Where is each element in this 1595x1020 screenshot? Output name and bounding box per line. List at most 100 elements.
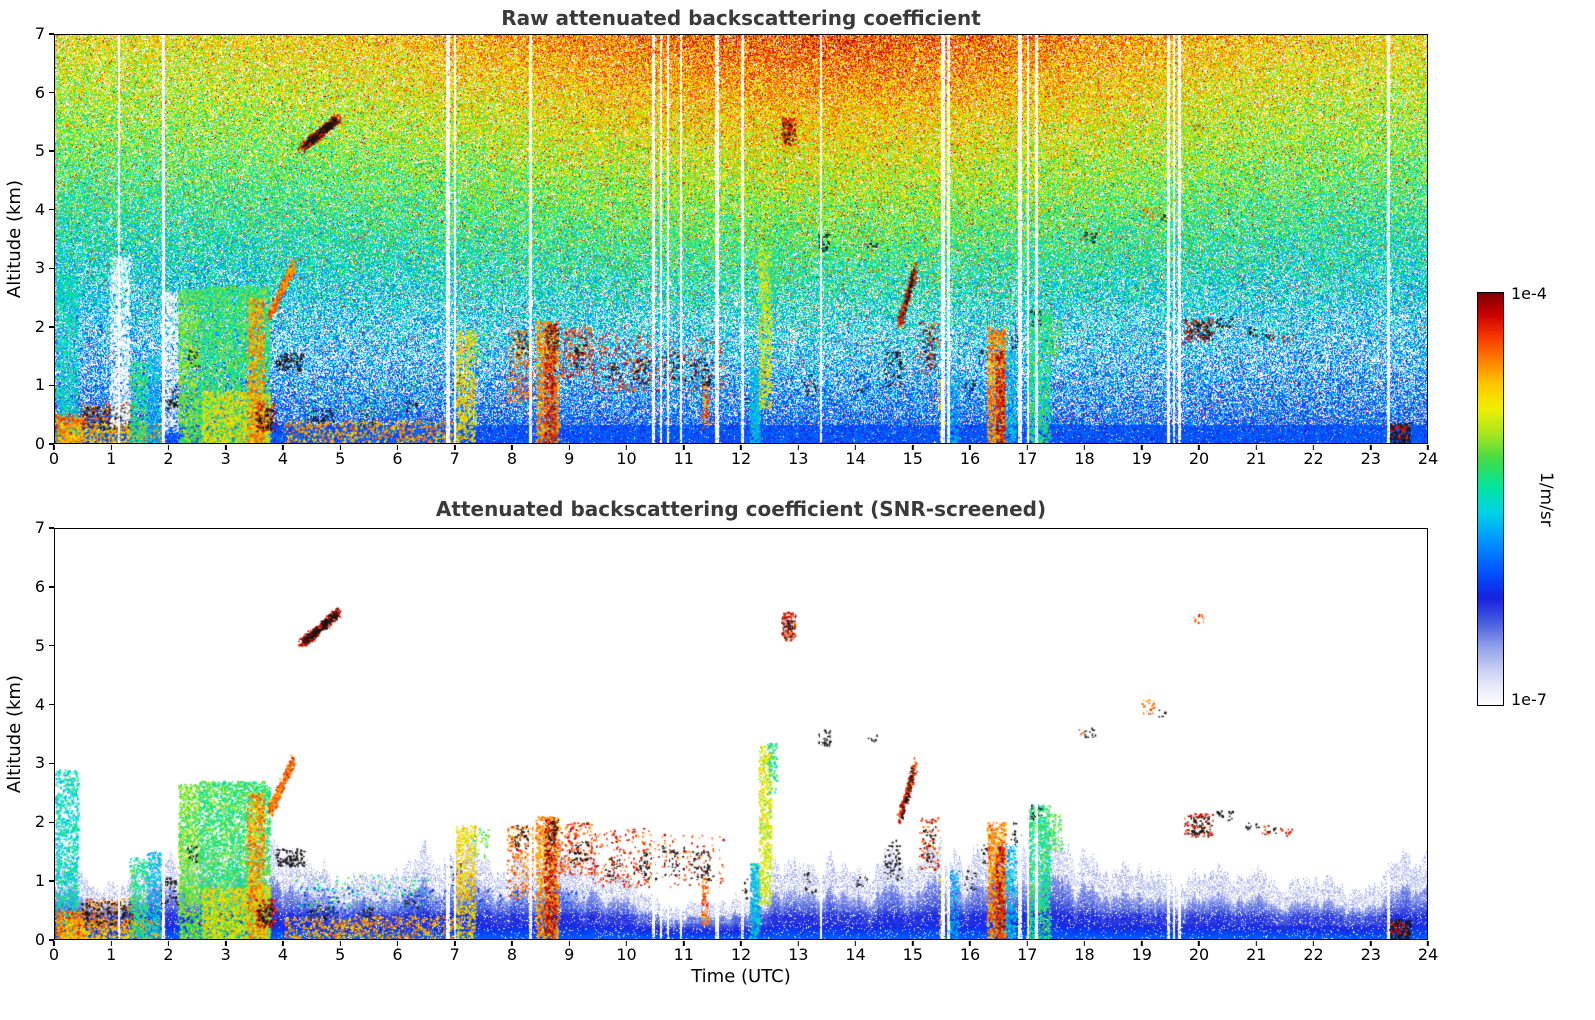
x-tick-label: 11 (673, 449, 694, 468)
x-tick: 10 (616, 445, 637, 467)
x-tick-mark (339, 445, 341, 450)
x-tick-mark (1312, 941, 1315, 946)
colorbar-min-label: 1e-7 (1511, 690, 1547, 709)
x-tick-label: 23 (1360, 449, 1381, 468)
y-tick: 5 (35, 637, 54, 654)
x-tick-label: 11 (673, 945, 694, 964)
x-tick: 3 (221, 941, 231, 963)
x-tick: 14 (845, 941, 866, 963)
x-tick-mark (396, 941, 399, 946)
x-tick-label: 8 (506, 945, 518, 964)
y-tick: 1 (35, 873, 54, 889)
x-tick-label: 13 (788, 449, 809, 468)
x-tick-mark (110, 941, 112, 946)
x-tick-label: 3 (220, 945, 231, 964)
raw-heatmap-canvas (55, 35, 1427, 443)
raw-panel-title: Raw attenuated backscattering coefficien… (501, 6, 981, 30)
x-tick-mark (1083, 445, 1086, 450)
x-tick: 1 (106, 941, 116, 963)
screened-y-ticks: 0 1 2 3 4 5 6 7 (14, 520, 54, 948)
y-tick-mark (49, 880, 54, 882)
x-tick-label: 9 (564, 945, 575, 964)
x-tick-mark (1140, 445, 1143, 450)
x-tick-label: 5 (335, 945, 346, 964)
y-tick-mark (49, 586, 54, 588)
colorbar-unit-text: 1/m/sr (1536, 471, 1556, 527)
x-tick: 0 (49, 445, 59, 467)
x-tick-mark (511, 445, 513, 450)
x-tick: 17 (1017, 941, 1037, 963)
x-tick-label: 20 (1188, 449, 1210, 468)
x-tick: 9 (564, 445, 574, 467)
x-tick-mark (454, 941, 456, 946)
y-tick-label: 5 (34, 141, 45, 161)
x-tick-mark (167, 445, 170, 450)
x-tick-label: 22 (1303, 945, 1324, 964)
x-tick-mark (1427, 445, 1429, 450)
y-tick: 7 (35, 26, 54, 42)
raw-y-ticks: 0 1 2 3 4 5 6 7 (14, 26, 54, 452)
x-tick-label: 1 (106, 945, 117, 964)
x-tick-mark (625, 941, 628, 946)
y-tick-label: 7 (34, 24, 45, 43)
x-tick: 24 (1418, 445, 1438, 467)
y-tick: 1 (35, 377, 54, 393)
y-tick: 7 (35, 520, 54, 536)
x-tick-mark (282, 445, 284, 450)
x-tick: 7 (450, 941, 460, 963)
screened-panel-title: Attenuated backscattering coefficient (S… (435, 497, 1047, 521)
y-tick-label: 2 (34, 316, 45, 336)
x-tick-mark (110, 445, 112, 450)
x-tick: 19 (1132, 941, 1152, 963)
x-tick-mark (53, 445, 55, 450)
x-tick-label: 7 (449, 449, 460, 468)
y-tick-label: 6 (34, 576, 45, 596)
x-tick: 10 (616, 941, 637, 963)
x-tick-mark (225, 941, 227, 946)
x-tick-mark (568, 941, 570, 946)
y-tick-label: 1 (34, 375, 45, 395)
x-tick-mark (854, 445, 857, 450)
colorbar-unit-label: 1/m/sr (1534, 292, 1558, 706)
y-tick-label: 6 (34, 82, 45, 102)
y-tick-label: 7 (34, 518, 45, 537)
x-tick-mark (53, 941, 55, 946)
x-tick-mark (1083, 941, 1086, 946)
x-tick-label: 20 (1188, 945, 1210, 964)
x-tick: 11 (674, 445, 694, 467)
y-tick-label: 4 (34, 199, 45, 219)
raw-x-ticks: 0 1 2 3 4 5 6 7 8 9 10 11 12 13 14 15 16 17 18 19 20 21 22 23 24 (49, 445, 1438, 471)
x-tick-label: 0 (48, 449, 60, 468)
x-tick: 2 (163, 445, 174, 467)
x-tick-label: 19 (1131, 449, 1152, 468)
x-tick-label: 22 (1303, 449, 1324, 468)
y-tick-mark (49, 527, 54, 529)
x-tick: 18 (1074, 941, 1095, 963)
x-tick-mark (454, 445, 456, 450)
x-tick-mark (1026, 445, 1028, 450)
x-tick: 1 (106, 445, 116, 467)
x-tick: 22 (1303, 941, 1324, 964)
y-tick: 3 (35, 755, 54, 771)
x-tick-mark (969, 941, 971, 946)
y-tick-mark (49, 326, 54, 328)
x-tick-mark (740, 941, 742, 946)
y-tick-mark (49, 384, 54, 387)
x-tick-label: 17 (1017, 945, 1038, 964)
x-tick: 5 (335, 941, 345, 963)
x-tick: 22 (1303, 445, 1324, 468)
raw-heatmap-plot (54, 34, 1428, 444)
x-tick-label: 14 (845, 449, 866, 468)
x-tick: 2 (163, 941, 174, 963)
x-tick-label: 4 (277, 449, 289, 468)
x-tick-mark (969, 445, 971, 450)
x-tick: 16 (960, 445, 980, 467)
x-tick-label: 5 (335, 449, 346, 468)
x-tick-label: 24 (1417, 945, 1439, 964)
x-tick: 17 (1017, 445, 1037, 467)
x-tick: 20 (1189, 941, 1209, 963)
y-tick: 4 (35, 696, 54, 713)
x-tick: 15 (903, 941, 923, 963)
x-tick-mark (682, 941, 685, 946)
